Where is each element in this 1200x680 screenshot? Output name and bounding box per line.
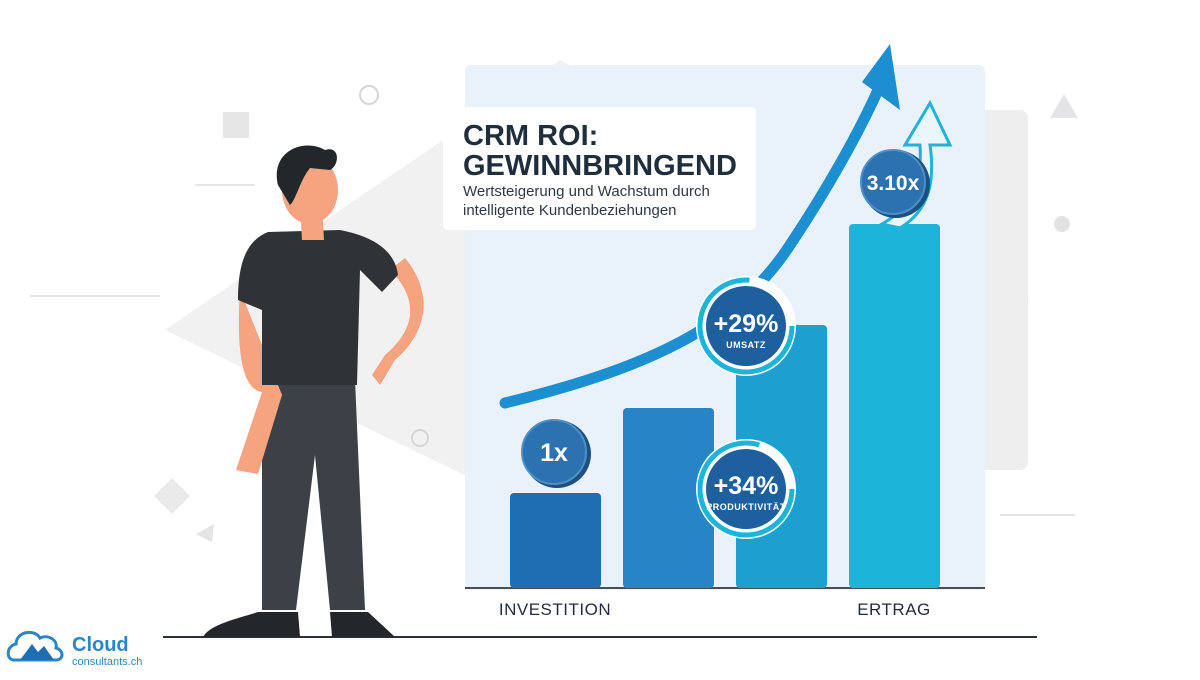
bg-diamond-small xyxy=(154,478,190,514)
badge-label: +29% xyxy=(714,310,779,338)
badge-label: +34% xyxy=(714,472,779,500)
bar xyxy=(849,224,940,588)
pants xyxy=(262,380,365,610)
logo-cloud xyxy=(6,630,64,662)
bg-square xyxy=(223,112,249,138)
logo: Cloud consultants.ch xyxy=(6,630,142,668)
hair xyxy=(276,145,337,205)
logo-name: Cloud xyxy=(72,634,129,656)
bg-dot xyxy=(1054,216,1070,232)
shoe xyxy=(203,612,300,637)
badge-label: 1x xyxy=(540,439,568,467)
badge-ring-arc xyxy=(697,440,795,538)
logo-domain: consultants.ch xyxy=(72,656,142,668)
axis-start-label: INVESTITION xyxy=(499,600,611,619)
header-box xyxy=(443,107,756,230)
growth-arrow xyxy=(499,84,884,409)
logo-mountain xyxy=(20,644,54,660)
axis-end-label: ERTRAG xyxy=(857,600,931,619)
arm xyxy=(236,290,282,474)
badge-caption: PRODUKTIVITÄT xyxy=(706,502,786,512)
bg-circle xyxy=(359,85,379,105)
title: CRM ROI: xyxy=(463,120,598,152)
coin xyxy=(860,149,926,215)
badge xyxy=(706,449,786,529)
shirt xyxy=(238,230,398,385)
bar xyxy=(510,493,601,588)
title: GEWINNBRINGEND xyxy=(463,150,737,182)
bg-triangle xyxy=(1050,94,1078,118)
arrow-head xyxy=(862,44,900,110)
person xyxy=(203,145,424,637)
badge-ring-arc xyxy=(697,277,795,375)
bg-circle xyxy=(411,429,429,447)
badge-label: 3.10x xyxy=(867,172,920,195)
badge-caption: UMSATZ xyxy=(726,340,766,350)
subtitle: Wertsteigerung und Wachstum durch xyxy=(463,183,710,200)
badge xyxy=(706,286,786,366)
subtitle: intelligente Kundenbeziehungen xyxy=(463,202,677,219)
bar xyxy=(623,408,714,588)
shoe xyxy=(330,612,395,637)
arm xyxy=(372,258,424,385)
coin xyxy=(521,419,587,485)
bg-triangle xyxy=(196,524,214,542)
